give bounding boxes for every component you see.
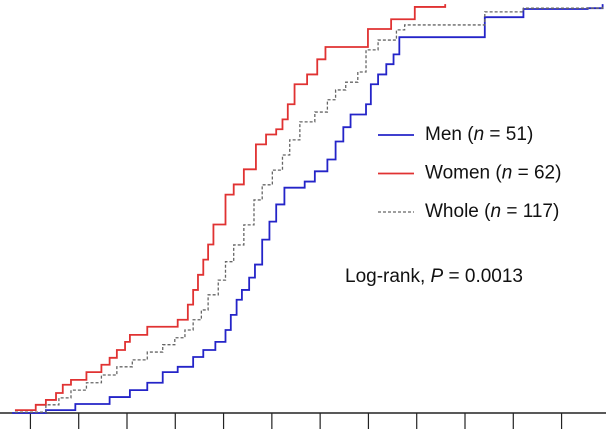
legend-label: Women (n = 62): [425, 163, 561, 184]
text-run: Women (: [425, 163, 502, 184]
text-run: = 117): [501, 201, 559, 222]
text-run: = 62): [512, 163, 561, 184]
text-run: Log-rank,: [345, 266, 431, 287]
legend-label: Men (n = 51): [425, 124, 533, 145]
text-run: Whole (: [425, 201, 491, 222]
legend-label: Whole (n = 117): [425, 201, 559, 222]
text-run: n: [502, 163, 513, 184]
text-run: n: [490, 201, 501, 222]
text-run: = 51): [484, 124, 533, 145]
survival-curve: [14, 4, 447, 412]
annotation: Log-rank, P = 0.0013: [345, 266, 523, 287]
text-run: P: [431, 266, 444, 287]
survival-curve: [12, 4, 604, 414]
survival-curve: [14, 4, 604, 413]
text-run: Men (: [425, 124, 474, 145]
text-run: = 0.0013: [443, 266, 523, 287]
text-run: n: [474, 124, 485, 145]
